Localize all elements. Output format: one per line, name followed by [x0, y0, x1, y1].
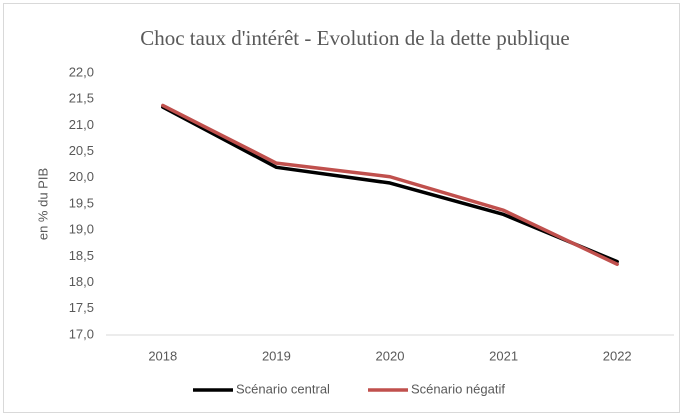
- y-axis-label: en % du PIB: [35, 168, 50, 240]
- legend-label: Scénario central: [236, 381, 330, 396]
- y-tick-label: 18,5: [69, 248, 94, 263]
- y-tick-label: 17,0: [69, 326, 94, 341]
- x-tick-label: 2019: [262, 348, 291, 363]
- y-tick-label: 18,0: [69, 274, 94, 289]
- chart-border: [3, 3, 680, 413]
- chart-title: Choc taux d'intérêt - Evolution de la de…: [140, 26, 570, 50]
- legend-label: Scénario négatif: [411, 381, 505, 396]
- y-tick-label: 17,5: [69, 300, 94, 315]
- y-tick-label: 19,5: [69, 195, 94, 210]
- y-tick-label: 22,0: [69, 64, 94, 79]
- y-tick-label: 20,5: [69, 143, 94, 158]
- x-tick-label: 2021: [489, 348, 518, 363]
- x-tick-label: 2022: [603, 348, 632, 363]
- y-tick-label: 19,0: [69, 222, 94, 237]
- y-tick-label: 21,5: [69, 91, 94, 106]
- y-tick-label: 20,0: [69, 169, 94, 184]
- y-tick-label: 21,0: [69, 117, 94, 132]
- line-series: [161, 103, 619, 267]
- x-tick-label: 2018: [148, 348, 177, 363]
- x-tick-label: 2020: [376, 348, 405, 363]
